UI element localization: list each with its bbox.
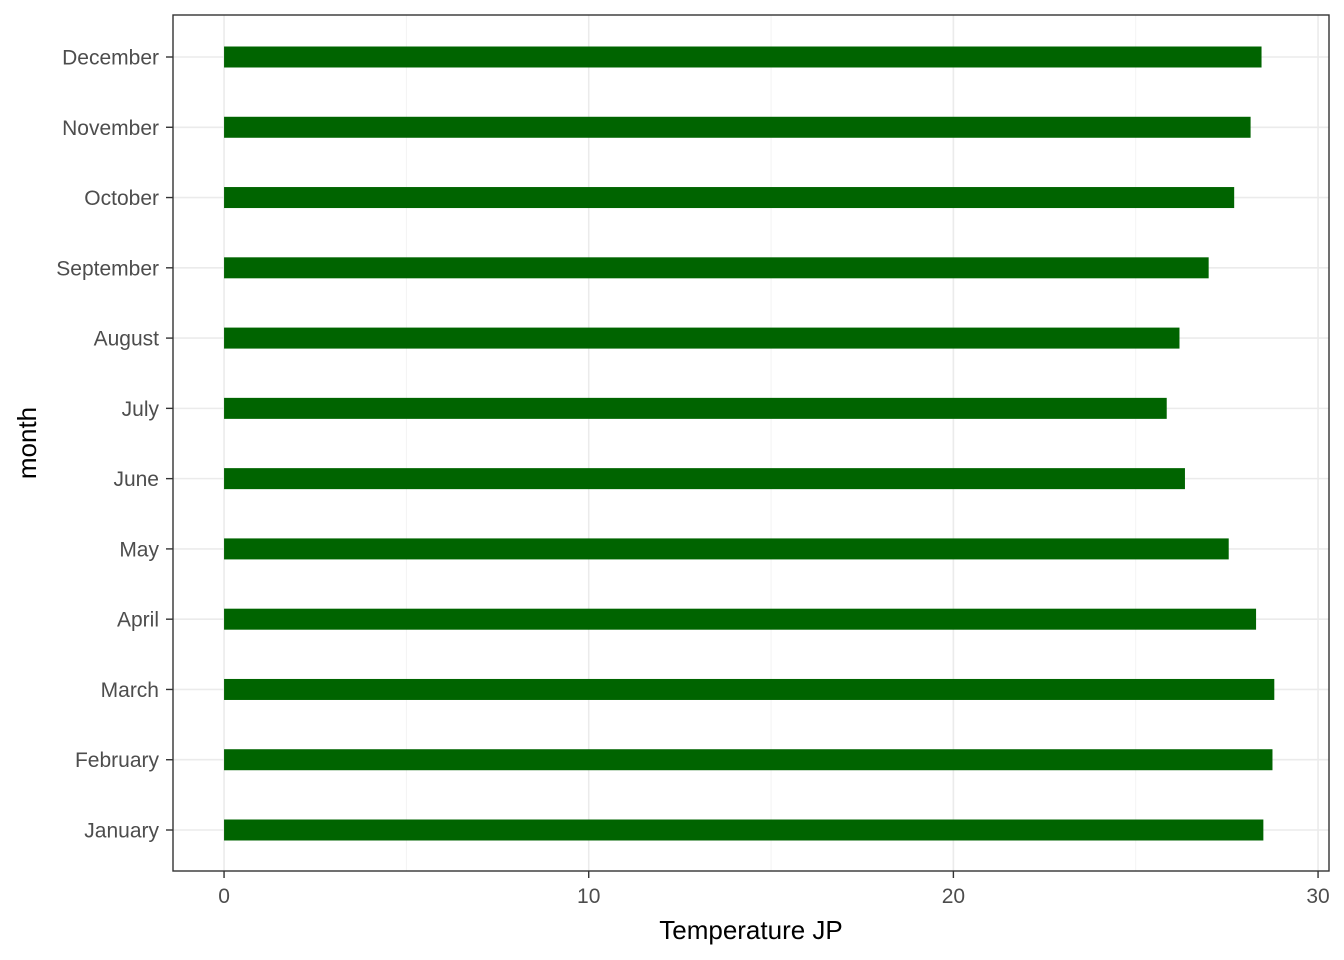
y-tick-label: June: [113, 468, 159, 491]
y-tick-label: August: [94, 328, 160, 351]
tick-labels: January February March April May June July Augu…: [56, 47, 1329, 909]
bar-september: [224, 257, 1209, 279]
y-tick-label: May: [119, 538, 159, 561]
y-tick-label: December: [62, 47, 159, 70]
bar-january: [224, 819, 1264, 841]
bar-august: [224, 327, 1180, 349]
x-tick-label: 20: [942, 885, 965, 908]
panel-border: [172, 14, 1330, 872]
bar-april: [224, 608, 1257, 630]
y-tick-label: April: [117, 609, 159, 632]
y-axis-title: month: [12, 407, 42, 479]
bar-november: [224, 116, 1251, 138]
bar-february: [224, 749, 1273, 771]
grid-lines: [173, 15, 1329, 871]
bar-march: [224, 678, 1275, 700]
y-tick-label: July: [122, 398, 160, 421]
y-tick-label: November: [62, 117, 159, 140]
x-tick-label: 30: [1306, 885, 1329, 908]
bar-may: [224, 538, 1229, 560]
x-tick-label: 10: [577, 885, 600, 908]
y-tick-label: October: [84, 187, 159, 210]
x-tick-label: 0: [218, 885, 230, 908]
x-axis-title: Temperature JP: [659, 915, 843, 945]
bars: [224, 46, 1275, 841]
bar-december: [224, 46, 1262, 68]
bar-october: [224, 187, 1235, 209]
axis-ticks: [166, 56, 1319, 878]
y-tick-label: January: [84, 820, 159, 843]
bar-june: [224, 468, 1185, 490]
bar-july: [224, 397, 1167, 419]
y-tick-label: February: [75, 749, 160, 772]
y-tick-label: March: [101, 679, 159, 702]
y-tick-label: September: [56, 257, 159, 280]
